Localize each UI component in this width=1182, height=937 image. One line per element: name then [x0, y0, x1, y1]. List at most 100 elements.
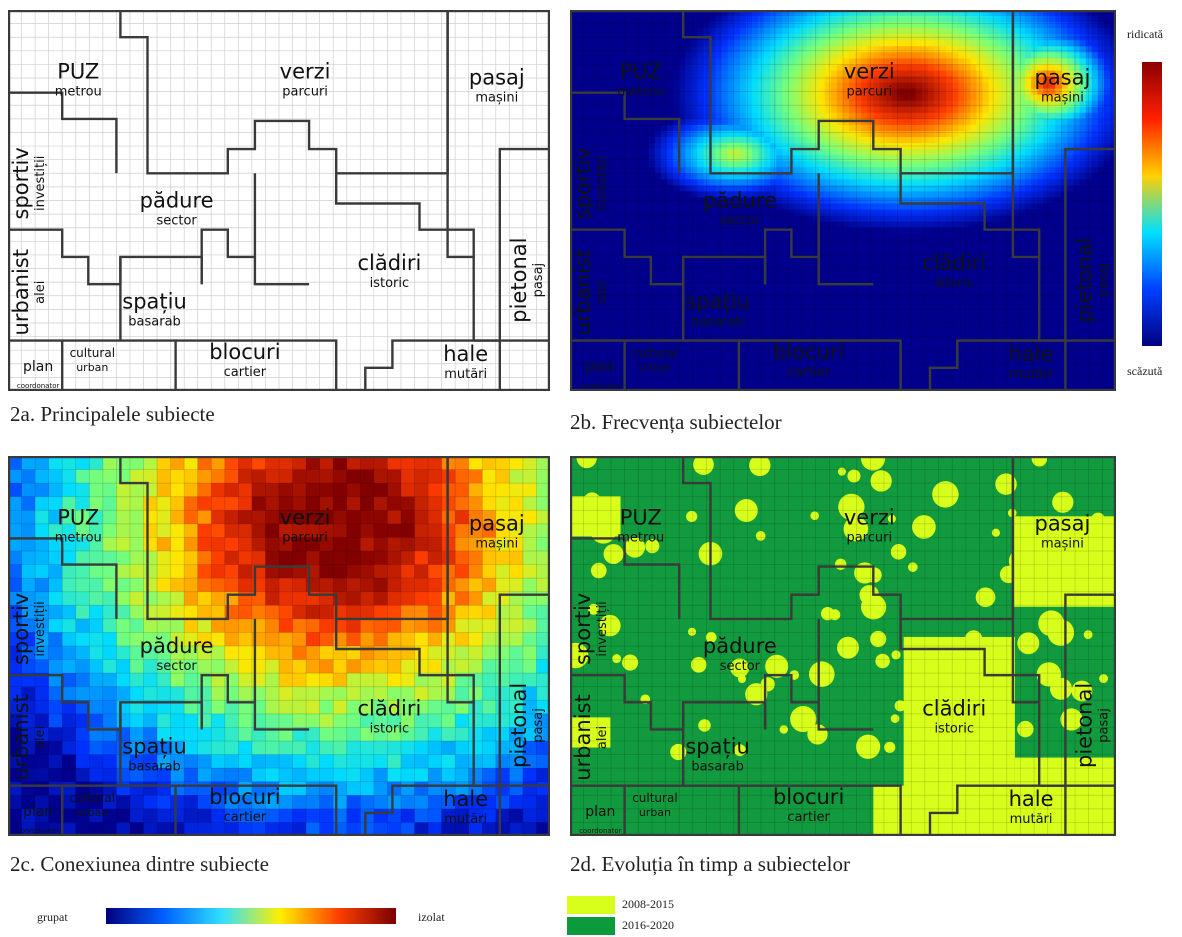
- region-name: sportiv: [571, 593, 595, 665]
- region-name: PUZ: [57, 60, 99, 84]
- region-name: urbanist: [9, 694, 33, 780]
- region-sub: basarab: [128, 760, 181, 775]
- region-sub: investiții: [33, 156, 48, 211]
- region-name: clădiri: [922, 696, 986, 720]
- region-name: cultural: [632, 346, 677, 360]
- caption-2d: 2d. Evoluția în timp a subiectelor: [570, 852, 850, 876]
- region-name: pădure: [140, 634, 214, 658]
- region-label-sportiv: sportiv investiții: [571, 593, 610, 665]
- region-sub: sector: [156, 659, 197, 674]
- region-sub: mutări: [1010, 812, 1053, 827]
- region-name: urbanist: [9, 249, 33, 335]
- legend-label-2016-2020: 2016-2020: [622, 918, 674, 932]
- region-sub: pasaj: [531, 708, 546, 743]
- region-sub: coordonator: [579, 827, 622, 835]
- region-sub: pasaj: [531, 263, 546, 298]
- region-sub: parcuri: [846, 530, 892, 545]
- region-sub: mașini: [475, 536, 518, 551]
- region-sub: parcuri: [846, 85, 892, 100]
- region-name: pietonal: [1073, 238, 1097, 323]
- region-name: pietonal: [1073, 683, 1097, 768]
- region-name: plan: [585, 804, 615, 820]
- connection-color-bar: [106, 908, 396, 924]
- frequency-color-bar: [1142, 62, 1162, 346]
- region-name: spațiu: [122, 289, 187, 313]
- region-sub: istoric: [934, 721, 974, 736]
- region-label-sportiv: sportiv investiții: [9, 147, 48, 219]
- region-sub: cartier: [787, 365, 830, 380]
- region-name: hale: [443, 787, 488, 811]
- legend-swatch-2016-2020: [567, 917, 615, 935]
- caption-2a: 2a. Principalele subiecte: [10, 402, 215, 426]
- region-name: spațiu: [685, 289, 750, 313]
- region-sub: alei: [595, 726, 610, 749]
- region-name: sportiv: [9, 593, 33, 665]
- region-name: pasaj: [469, 66, 525, 90]
- region-sub: urban: [76, 361, 108, 374]
- region-name: plan: [23, 359, 53, 375]
- region-sub: alei: [595, 281, 610, 304]
- region-sub: investiții: [33, 601, 48, 656]
- frequency-low-label: scăzută: [1127, 364, 1163, 378]
- region-name: spațiu: [122, 735, 187, 759]
- region-name: urbanist: [571, 694, 595, 780]
- legend-swatch-2008-2015: [567, 896, 615, 914]
- region-sub: istoric: [370, 276, 410, 291]
- region-sub: basarab: [691, 314, 744, 329]
- region-sub: sector: [720, 659, 761, 674]
- connection-right-label: izolat: [418, 910, 445, 924]
- region-name: urbanist: [571, 249, 595, 335]
- region-sub: mutări: [444, 367, 487, 382]
- region-name: pietonal: [507, 238, 531, 323]
- region-name: pietonal: [507, 683, 531, 768]
- region-name: pădure: [703, 189, 777, 213]
- region-sub: coordonator: [17, 827, 60, 835]
- region-sub: mașini: [475, 91, 518, 106]
- region-label-sportiv: sportiv investiții: [9, 593, 48, 665]
- region-sub: mașini: [1041, 536, 1084, 551]
- region-name: plan: [585, 359, 615, 375]
- region-sub: mutări: [1010, 367, 1053, 382]
- region-label-urbanist: urbanist alei: [9, 694, 48, 780]
- region-name: pădure: [703, 634, 777, 658]
- region-label-pietonal: pietonal pasaj: [1073, 238, 1112, 323]
- region-label-pietonal: pietonal pasaj: [1073, 683, 1112, 768]
- region-name: hale: [443, 342, 488, 366]
- region-sub: mutări: [444, 812, 487, 827]
- region-sub: cartier: [787, 810, 830, 825]
- region-sub: sector: [720, 214, 761, 229]
- region-label-plan: plan coordonator: [17, 359, 60, 390]
- region-name: pasaj: [1034, 66, 1090, 90]
- frequency-high-label: ridicată: [1127, 27, 1163, 41]
- region-name: pasaj: [469, 511, 525, 535]
- region-label-sportiv: sportiv investiții: [571, 147, 610, 219]
- connection-left-label: grupat: [37, 910, 68, 924]
- region-label-urbanist: urbanist alei: [571, 694, 610, 780]
- region-label-urbanist: urbanist alei: [571, 249, 610, 335]
- region-sub: urban: [76, 806, 108, 819]
- region-name: verzi: [844, 60, 895, 84]
- panel-2c: PUZ metrou verzi parcuri pasaj mașini sportiv i…: [8, 456, 550, 836]
- region-name: blocuri: [209, 785, 280, 809]
